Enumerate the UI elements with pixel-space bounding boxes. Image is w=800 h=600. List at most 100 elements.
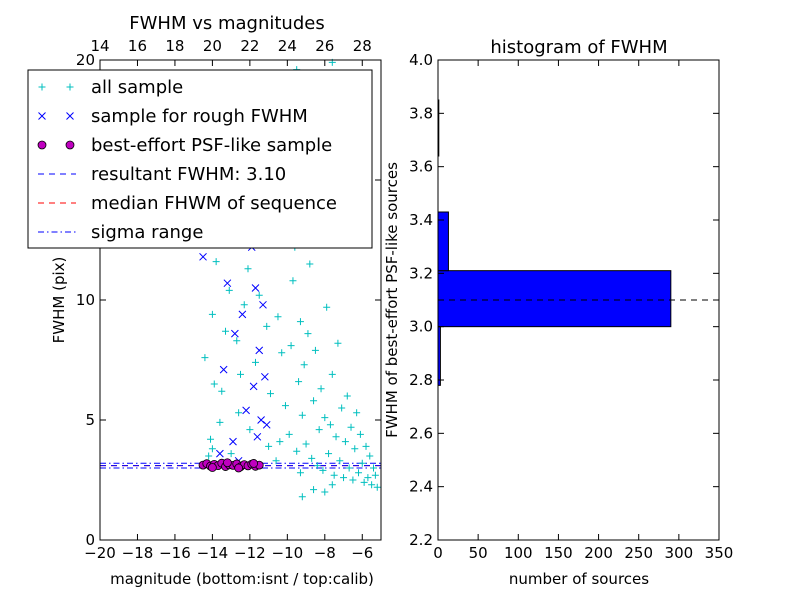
point-s0-5	[201, 354, 209, 362]
point-s1-13	[251, 284, 260, 292]
point-s0-6	[208, 310, 216, 318]
top-tick-label-1: 16	[128, 37, 147, 55]
point-s0-25	[274, 313, 282, 321]
point-s1-16	[262, 420, 271, 429]
point-s0-11	[222, 327, 230, 335]
legend-marker-1-glyph	[66, 112, 74, 120]
point-s0-53	[332, 433, 340, 441]
point-s0-73	[370, 464, 378, 472]
x-tick-label-5: −10	[272, 544, 304, 562]
y-tick-label-2: 10	[76, 291, 95, 309]
point-s0-28	[285, 430, 293, 438]
point-s0-79	[328, 481, 336, 489]
point-s0-42	[311, 346, 319, 354]
point-s0-65	[355, 469, 363, 477]
point-s1-6	[216, 449, 224, 458]
histogram-bar-2	[437, 211, 449, 272]
point-s0-59	[343, 392, 351, 400]
point-s1-17	[219, 365, 228, 374]
left-plot-title: FWHM vs magnitudes	[129, 13, 324, 34]
legend-label-all-sample: all sample	[91, 77, 183, 98]
point-s1-12	[260, 372, 269, 381]
hist-y-tick-label-8: 3.8	[409, 104, 433, 122]
point-s0-100	[235, 409, 243, 417]
point-s1-11	[259, 300, 267, 309]
hist-y-tick-label-9: 4.0	[409, 51, 433, 69]
point-s0-33	[295, 378, 303, 386]
point-s0-2	[207, 435, 215, 443]
point-s0-63	[351, 445, 359, 453]
hist-y-tick-label-6: 3.4	[409, 211, 433, 229]
point-s0-44	[315, 426, 323, 434]
left-plot-ylabel: FWHM (pix)	[50, 257, 68, 344]
point-s0-57	[340, 474, 348, 482]
point-s0-77	[310, 486, 318, 494]
point-s0-98	[265, 442, 273, 450]
right-plot-frame	[437, 59, 720, 541]
point-s1-2	[231, 329, 239, 338]
point-s0-39	[306, 260, 314, 268]
point-s0-69	[362, 442, 370, 450]
legend-label-median-fwhm: median FHWM of sequence	[91, 193, 337, 214]
point-s0-15	[237, 370, 244, 378]
point-s0-49	[325, 450, 333, 458]
histogram-bars	[437, 99, 672, 386]
right-plot-xlabel: number of sources	[509, 570, 649, 588]
point-s1-5	[229, 437, 237, 446]
hist-x-tick-label-2: 100	[504, 544, 533, 562]
point-s0-55	[336, 457, 344, 465]
point-s1-0	[199, 252, 207, 261]
point-s2-16	[207, 463, 217, 472]
legend-label-resultant-fwhm: resultant FWHM: 3.10	[91, 164, 286, 185]
hist-y-tick-label-2: 2.6	[409, 424, 433, 442]
legend-marker-0	[38, 83, 74, 91]
point-s0-32	[293, 447, 301, 455]
point-s0-78	[321, 488, 329, 496]
point-s0-35	[298, 411, 306, 419]
point-s0-27	[281, 402, 289, 410]
point-s0-76	[298, 493, 306, 501]
point-s0-29	[287, 342, 295, 350]
legend-markers	[37, 83, 76, 233]
point-s0-1	[205, 452, 213, 460]
point-s0-22	[263, 322, 271, 330]
point-s0-40	[308, 454, 316, 462]
hist-x-tick-label-5: 250	[624, 544, 653, 562]
legend-marker-2	[37, 140, 75, 150]
point-s0-48	[323, 303, 331, 311]
point-s0-103	[296, 469, 304, 477]
top-tick-label-4: 22	[240, 37, 259, 55]
point-s0-37	[302, 440, 310, 448]
hist-y-tick-label-7: 3.6	[409, 158, 433, 176]
point-s2-18	[234, 463, 244, 473]
point-s0-70	[364, 474, 372, 482]
x-tick-label-4: −12	[234, 544, 266, 562]
legend-marker-1-glyph	[38, 112, 46, 120]
point-s0-7	[212, 258, 220, 266]
point-s1-8	[253, 432, 262, 441]
point-s0-52	[330, 471, 338, 479]
point-s0-97	[272, 457, 280, 465]
histogram-bar-1	[437, 270, 672, 328]
legend-marker-2-glyph	[65, 140, 75, 150]
point-s2-17	[222, 458, 232, 468]
x-tick-label-7: −6	[351, 544, 373, 562]
point-s0-19	[251, 358, 259, 366]
point-s0-71	[366, 452, 374, 460]
legend: all sample sample for rough FWHM best-ef…	[27, 69, 373, 249]
left-plot: −20−18−16−14−12−10−8−6051015201416182022…	[27, 13, 382, 588]
point-s0-62	[349, 476, 357, 484]
legend-box	[27, 69, 373, 249]
legend-label-sigma-range: sigma range	[91, 222, 203, 243]
point-s0-101	[227, 450, 235, 458]
right-plot-ylabel: FWHM of best-effort PSF-like sources	[383, 162, 401, 438]
hist-y-tick-label-0: 2.2	[409, 531, 433, 549]
point-s0-102	[276, 438, 284, 446]
left-plot-xlabel: magnitude (bottom:isnt / top:calib)	[110, 570, 374, 588]
hist-x-tick-label-1: 50	[469, 544, 488, 562]
point-s0-17	[244, 265, 252, 273]
hist-x-tick-label-4: 200	[584, 544, 613, 562]
top-tick-label-6: 26	[315, 37, 334, 55]
hist-y-tick-label-1: 2.4	[409, 478, 433, 496]
